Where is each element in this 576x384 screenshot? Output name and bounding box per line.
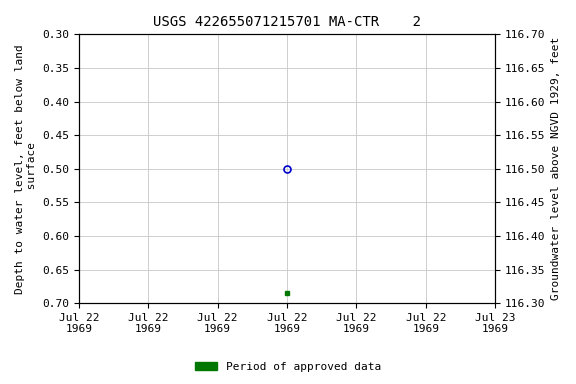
Legend: Period of approved data: Period of approved data xyxy=(191,358,385,377)
Y-axis label: Depth to water level, feet below land
 surface: Depth to water level, feet below land su… xyxy=(15,44,37,294)
Y-axis label: Groundwater level above NGVD 1929, feet: Groundwater level above NGVD 1929, feet xyxy=(551,37,561,300)
Title: USGS 422655071215701 MA-CTR    2: USGS 422655071215701 MA-CTR 2 xyxy=(153,15,421,29)
